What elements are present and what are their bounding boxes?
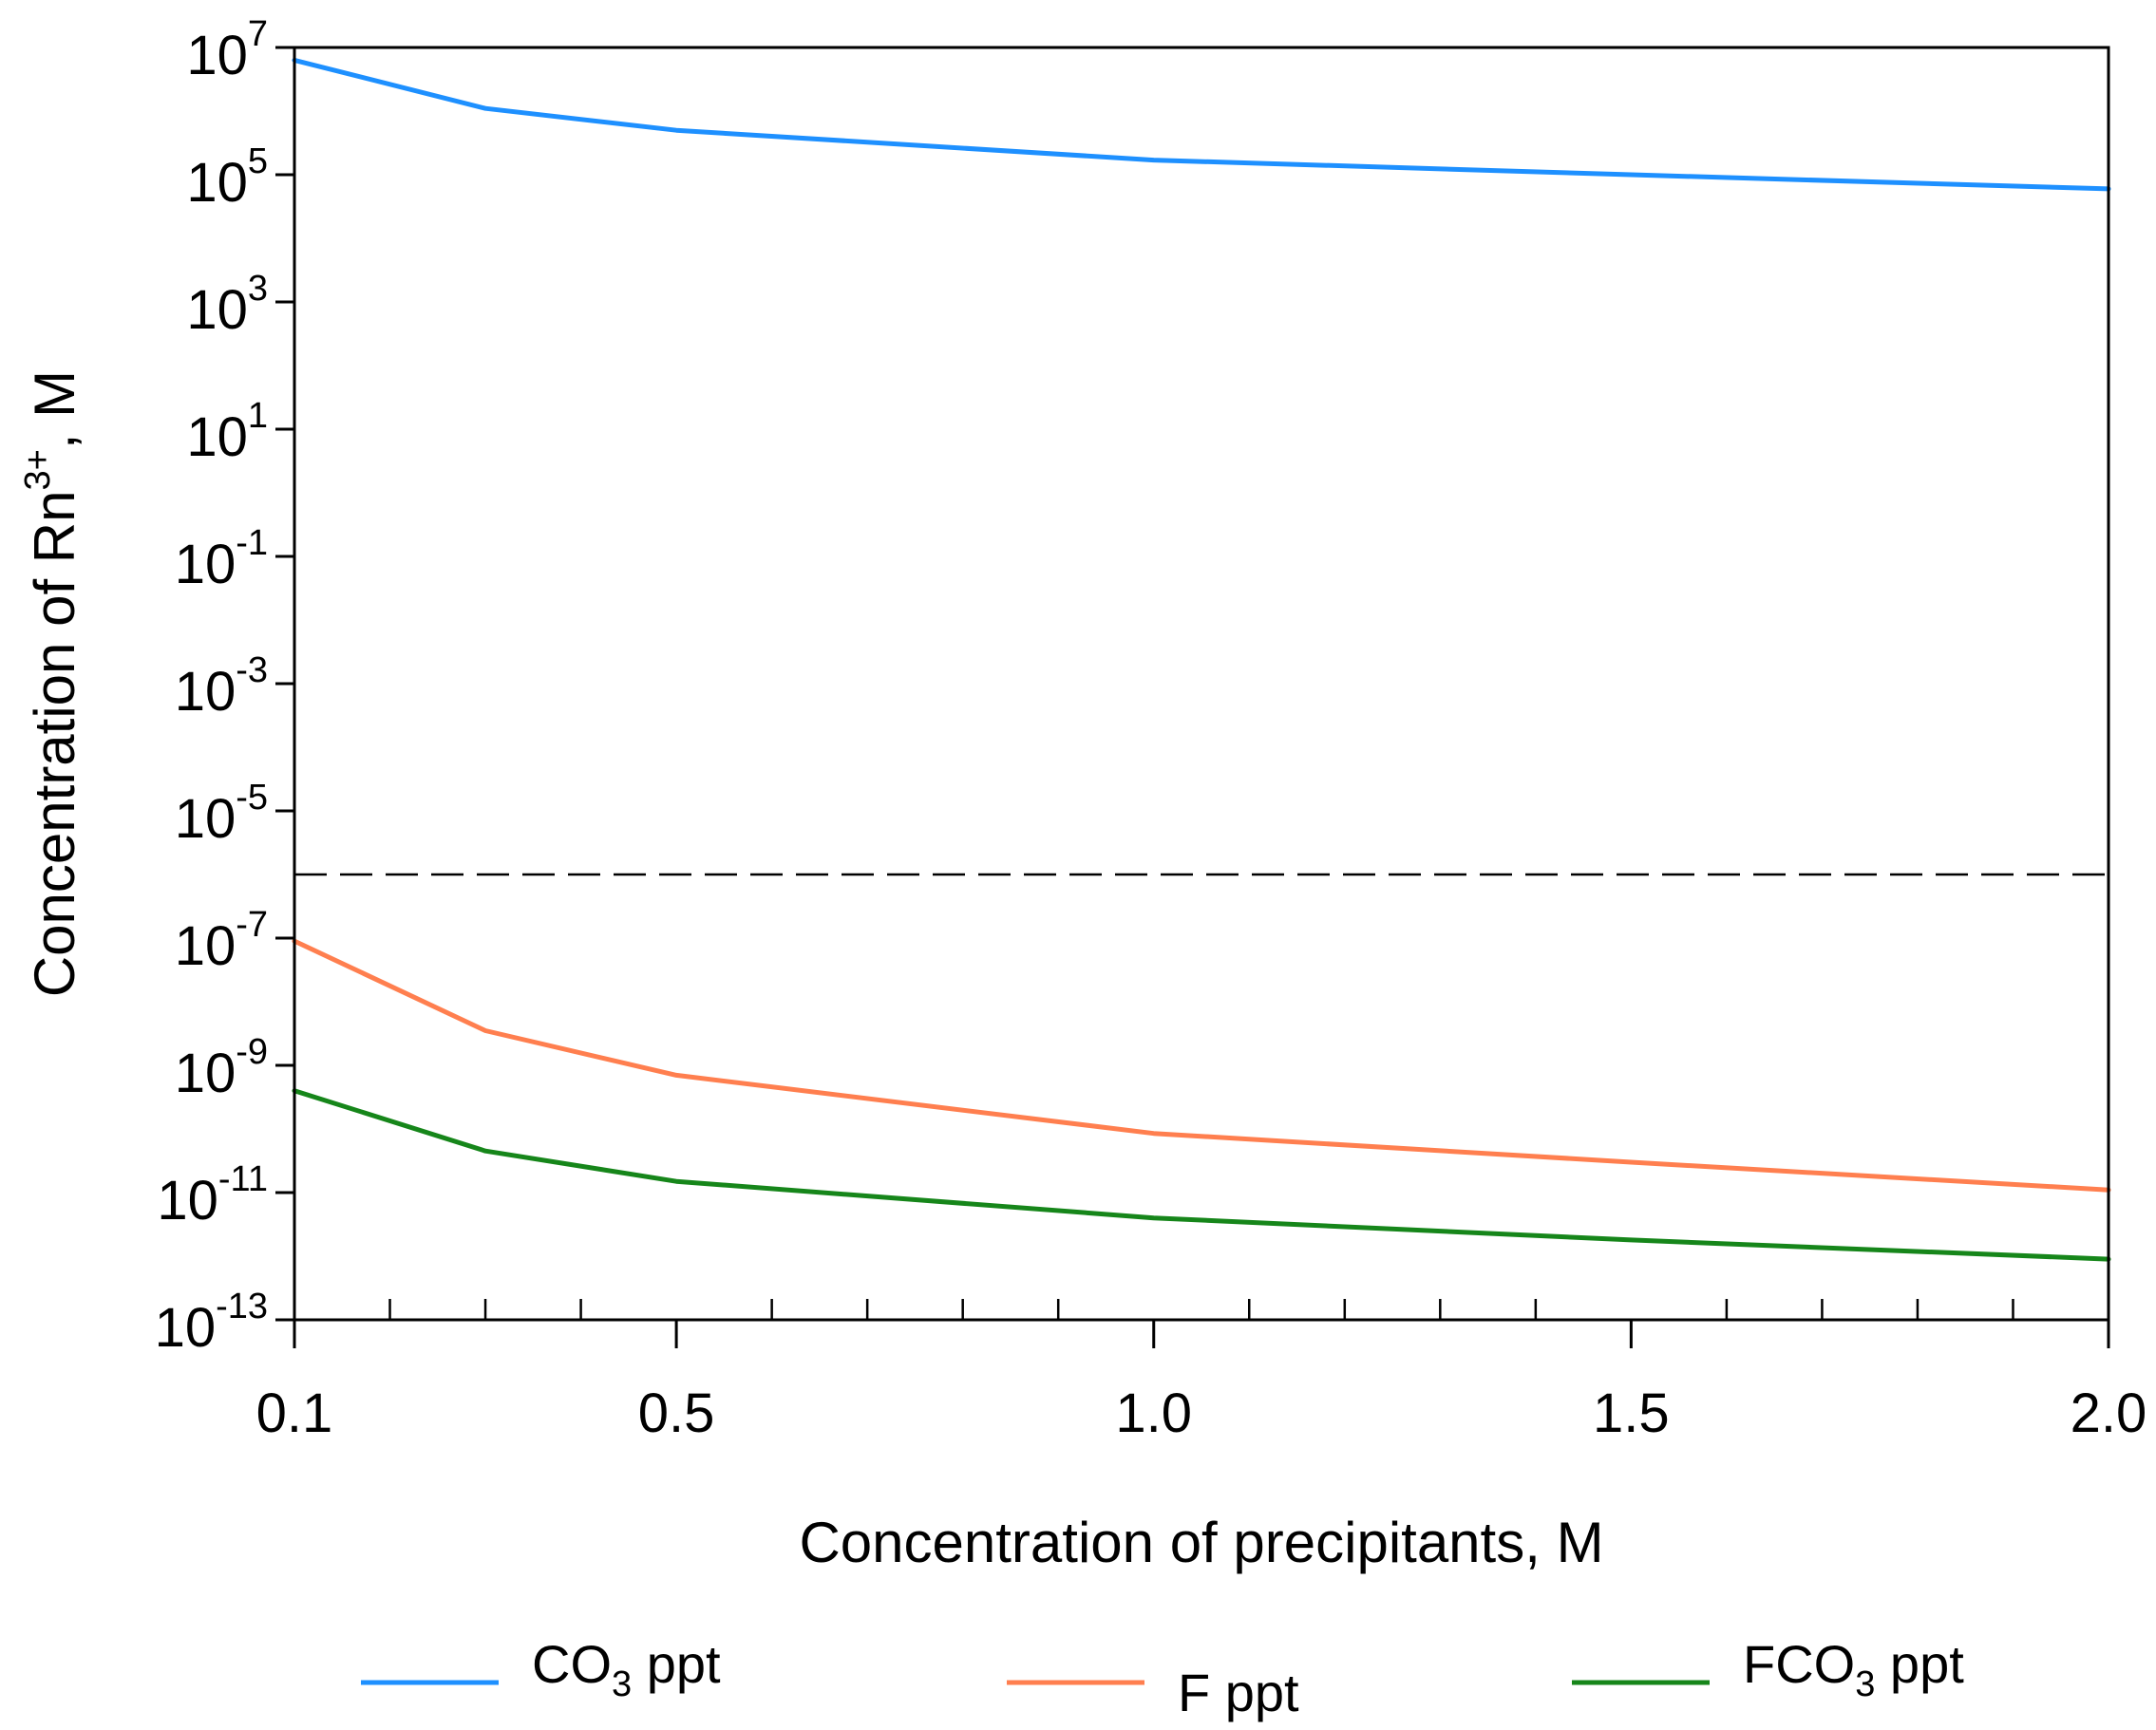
y-tick-label-base: 10 (186, 406, 248, 468)
y-tick-label-base: 10 (186, 25, 248, 86)
y-axis-title-base: Concentration of Rn (23, 491, 86, 998)
legend-label-2: FCO3 ppt (1743, 1634, 1964, 1704)
y-tick-label-base: 10 (175, 661, 236, 723)
legend-label-subscript: 3 (612, 1664, 632, 1704)
y-tick-label-base: 10 (186, 152, 248, 214)
legend-label-main: F ppt (1178, 1663, 1299, 1722)
y-tick-label: 10-11 (157, 1159, 268, 1232)
x-axis-title: Concentration of precipitants, M (799, 1511, 1603, 1574)
y-tick-label: 10-9 (175, 1032, 268, 1104)
x-tick-label: 1.0 (1115, 1382, 1192, 1444)
y-tick-label-base: 10 (175, 915, 236, 977)
y-tick-label: 105 (186, 141, 268, 214)
y-tick-label: 10-3 (175, 650, 268, 723)
series-line-1 (292, 938, 2111, 1193)
x-tick-label: 0.5 (638, 1382, 715, 1444)
y-tick-label-exponent: -7 (236, 905, 268, 945)
legend-label-1: F ppt (1178, 1663, 1299, 1722)
legend-label-rest: ppt (1875, 1634, 1964, 1694)
y-tick-label-base: 10 (155, 1297, 217, 1359)
y-tick-label-exponent: -11 (218, 1159, 268, 1199)
y-tick-label-exponent: -5 (236, 778, 268, 818)
legend-label-0: CO3 ppt (532, 1634, 721, 1704)
legend-label-subscript: 3 (1855, 1664, 1875, 1704)
y-tick-label: 10-5 (175, 778, 268, 850)
y-tick-label-exponent: 7 (248, 14, 268, 54)
y-tick-label-exponent: 5 (248, 141, 268, 181)
legend-label-main: FCO (1743, 1634, 1855, 1694)
y-tick-label-base: 10 (175, 534, 236, 595)
x-tick-label: 2.0 (2071, 1382, 2147, 1444)
y-tick-label-exponent: -9 (236, 1032, 268, 1072)
y-tick-label: 107 (186, 14, 268, 86)
y-axis-title-suffix: , M (23, 370, 86, 449)
series-layer (292, 57, 2111, 1262)
y-tick-label: 10-7 (175, 905, 268, 977)
y-tick-label-exponent: -3 (236, 650, 268, 690)
y-tick-label-base: 10 (157, 1170, 218, 1232)
x-tick-label: 1.5 (1593, 1382, 1670, 1444)
y-tick-label-exponent: -13 (216, 1287, 268, 1326)
legend-label-main: CO (532, 1634, 612, 1694)
y-tick-label-base: 10 (186, 279, 248, 341)
y-tick-label-exponent: -1 (236, 523, 268, 563)
x-tick-label: 0.1 (256, 1382, 333, 1444)
series-line-2 (292, 1088, 2111, 1262)
y-tick-label-exponent: 3 (248, 269, 268, 309)
tick-layer (275, 46, 2110, 1348)
y-tick-label: 103 (186, 269, 268, 341)
y-tick-label-base: 10 (175, 1043, 236, 1104)
y-tick-label: 101 (186, 396, 268, 468)
tick-label-layer: 0.1 0.5 1.0 1.5 2.010710510310110-110-310-51… (155, 14, 2147, 1444)
legend: CO3 ppt F ppt FCO3 ppt (361, 1634, 1964, 1722)
y-tick-label-base: 10 (175, 788, 236, 850)
y-tick-label: 10-13 (155, 1287, 268, 1359)
y-axis-title: Concentration of Rn3+, M (18, 370, 86, 997)
y-axis-title-superscript: 3+ (18, 449, 58, 490)
y-tick-label-exponent: 1 (248, 396, 268, 436)
series-line-0 (292, 57, 2111, 192)
legend-label-rest: ppt (632, 1634, 721, 1694)
y-tick-label: 10-1 (175, 523, 268, 595)
